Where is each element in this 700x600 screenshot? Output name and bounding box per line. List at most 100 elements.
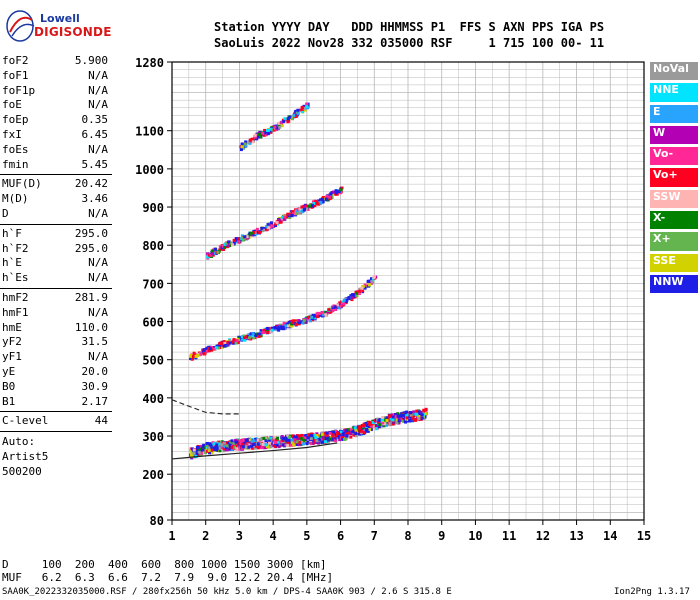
echo-point <box>315 314 319 318</box>
echo-point <box>237 237 241 241</box>
legend-item: Vo- <box>650 147 698 169</box>
echo-point <box>303 108 307 112</box>
echo-point <box>281 443 285 447</box>
echo-point <box>212 446 216 450</box>
echo-point <box>300 433 304 437</box>
echo-point <box>363 286 367 290</box>
echo-point <box>368 421 372 425</box>
echo-point <box>305 204 309 208</box>
echo-point <box>337 190 341 194</box>
echo-point <box>222 441 226 445</box>
echo-point <box>278 440 282 444</box>
echo-point <box>405 414 409 418</box>
echo-point <box>377 418 381 422</box>
header-line-1: Station YYYY DAY DDD HHMMSS P1 FFS S AXN… <box>214 20 605 34</box>
echo-point <box>286 117 290 121</box>
echo-point <box>303 320 307 324</box>
param-row: hmF2 281.9 <box>0 291 112 306</box>
echo-point <box>327 195 331 199</box>
echo-point <box>405 416 409 420</box>
echo-point <box>340 435 344 439</box>
profile-extrapolation <box>171 399 240 415</box>
x-tick-label: 3 <box>236 529 243 543</box>
echo-point <box>207 451 211 455</box>
echo-point <box>235 447 239 451</box>
echo-point <box>329 192 333 196</box>
echo-point <box>286 120 290 124</box>
echo-point <box>419 411 423 415</box>
echo-point <box>225 444 229 448</box>
param-label: h`E <box>2 256 22 270</box>
echo-point <box>277 121 281 125</box>
echo-point <box>199 444 203 448</box>
echo-point <box>350 298 354 302</box>
echo-point <box>227 240 231 244</box>
echo-point <box>310 432 314 436</box>
echo-point <box>386 421 390 425</box>
param-row: fxI 6.45 <box>0 128 112 143</box>
echo-point <box>257 334 261 338</box>
echo-point <box>349 429 353 433</box>
distance-values: 100 200 400 600 800 1000 1500 3000 [km] <box>41 558 327 571</box>
echo-point <box>261 442 265 446</box>
echo-point <box>297 319 301 323</box>
param-label: h`F2 <box>2 241 29 255</box>
echo-point <box>283 443 287 447</box>
echo-point <box>195 453 199 457</box>
echo-point <box>191 355 195 359</box>
echo-point <box>226 243 230 247</box>
echo-point <box>266 132 270 136</box>
echo-point <box>318 313 322 317</box>
echo-point <box>322 196 326 200</box>
echo-point <box>263 131 267 135</box>
echo-point <box>220 443 224 447</box>
echo-point <box>220 446 224 450</box>
echo-point <box>415 412 419 416</box>
echo-point <box>267 226 271 230</box>
echo-point <box>213 247 217 251</box>
echo-point <box>360 286 364 290</box>
echo-point <box>260 437 264 441</box>
param-row: yE 20.0 <box>0 365 112 380</box>
echo-point <box>315 312 319 316</box>
echo-point <box>251 233 255 237</box>
echo-point <box>300 205 304 209</box>
echo-point <box>391 422 395 426</box>
echo-point <box>374 425 378 429</box>
echo-point <box>264 436 268 440</box>
echo-point <box>243 441 247 445</box>
echo-point <box>320 432 324 436</box>
echo-point <box>313 316 317 320</box>
echo-point <box>309 434 313 438</box>
echo-point <box>264 131 268 135</box>
legend-item: SSE <box>650 253 698 275</box>
echo-point <box>241 438 245 442</box>
echo-point <box>309 437 313 441</box>
echo-point <box>195 445 199 449</box>
echo-point <box>260 226 264 230</box>
echo-point <box>202 352 206 356</box>
echo-point <box>276 441 280 445</box>
echo-point <box>217 343 221 347</box>
echo-point <box>253 135 257 139</box>
echo-point <box>336 432 340 436</box>
echo-point <box>217 446 221 450</box>
y-tick-label: 200 <box>142 468 164 482</box>
echo-point <box>290 324 294 328</box>
echo-point <box>192 448 196 452</box>
echo-point <box>190 357 194 361</box>
echo-point <box>411 416 415 420</box>
logo-text-lowell: Lowell <box>40 12 80 25</box>
echo-point <box>391 418 395 422</box>
echo-point <box>325 194 329 198</box>
echo-point <box>206 449 210 453</box>
param-label: hmF2 <box>2 290 29 304</box>
param-value: 295.0 <box>74 226 108 240</box>
echo-point <box>287 320 291 324</box>
param-label: foE <box>2 98 22 112</box>
echo-point <box>413 418 417 422</box>
echo-point <box>234 440 238 444</box>
echo-point <box>313 204 317 208</box>
header-line-2: SaoLuis 2022 Nov28 332 035000 RSF 1 715 … <box>214 36 605 50</box>
echo-point <box>205 441 209 445</box>
